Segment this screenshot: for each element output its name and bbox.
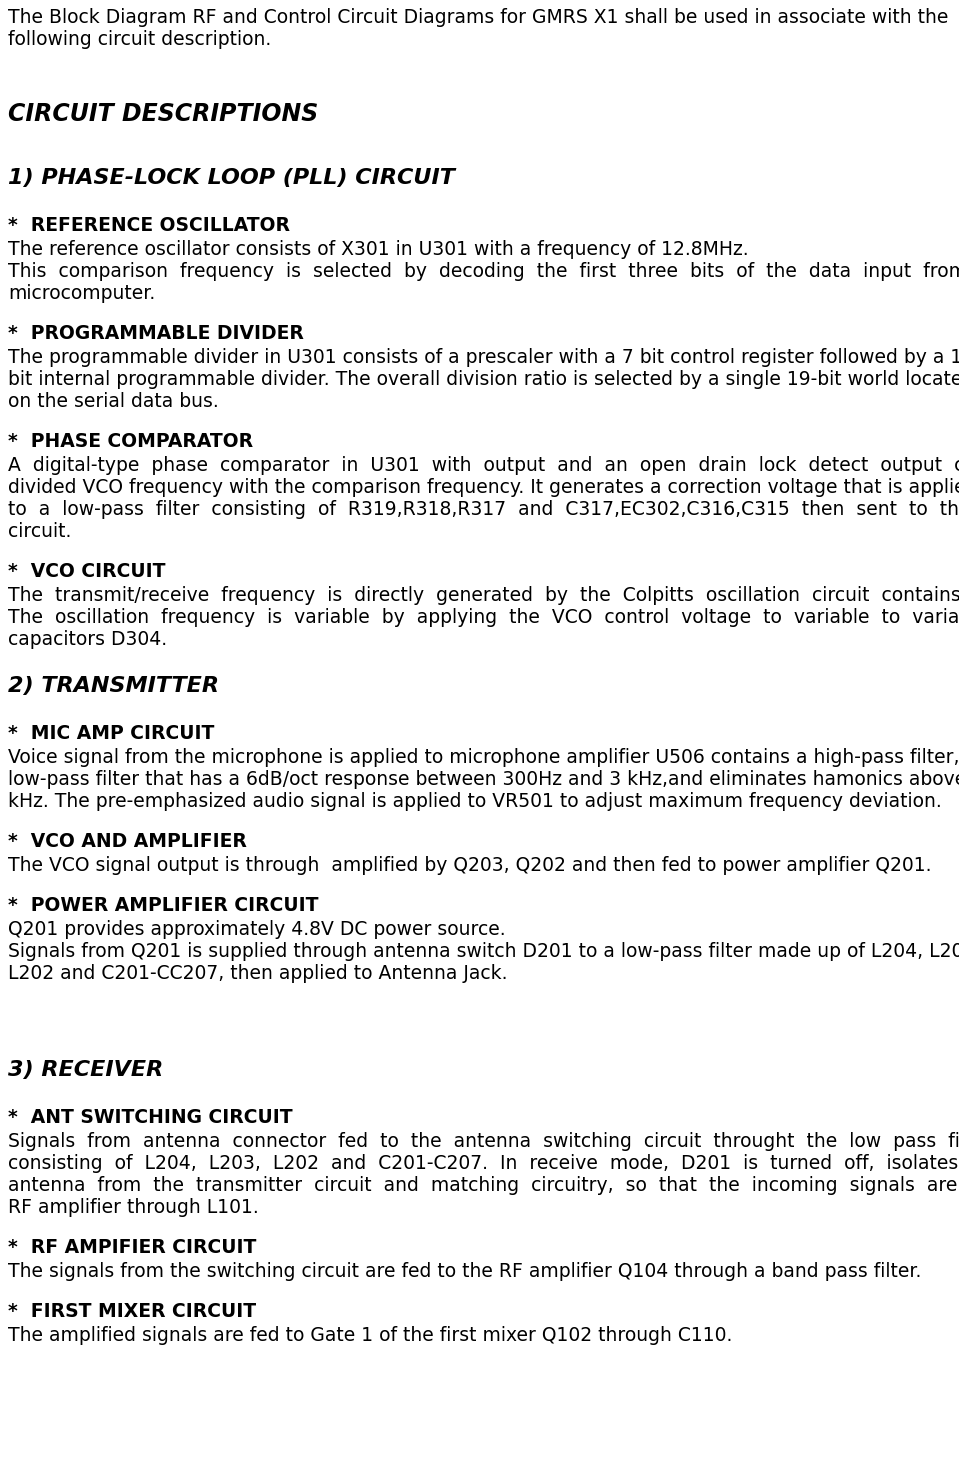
Text: *  PHASE COMPARATOR: * PHASE COMPARATOR [8,432,253,451]
Text: 3) RECEIVER: 3) RECEIVER [8,1060,163,1080]
Text: 2) TRANSMITTER: 2) TRANSMITTER [8,677,219,695]
Text: to  a  low-pass  filter  consisting  of  R319,R318,R317  and  C317,EC302,C316,C3: to a low-pass filter consisting of R319,… [8,500,959,519]
Text: antenna  from  the  transmitter  circuit  and  matching  circuitry,  so  that  t: antenna from the transmitter circuit and… [8,1177,959,1196]
Text: Signals  from  antenna  connector  fed  to  the  antenna  switching  circuit  th: Signals from antenna connector fed to th… [8,1131,959,1150]
Text: microcomputer.: microcomputer. [8,284,155,303]
Text: *  PROGRAMMABLE DIVIDER: * PROGRAMMABLE DIVIDER [8,324,304,343]
Text: *  FIRST MIXER CIRCUIT: * FIRST MIXER CIRCUIT [8,1302,256,1321]
Text: The reference oscillator consists of X301 in U301 with a frequency of 12.8MHz.: The reference oscillator consists of X30… [8,241,749,260]
Text: The signals from the switching circuit are fed to the RF amplifier Q104 through : The signals from the switching circuit a… [8,1263,922,1282]
Text: Q201 provides approximately 4.8V DC power source.: Q201 provides approximately 4.8V DC powe… [8,920,505,939]
Text: L202 and C201-CC207, then applied to Antenna Jack.: L202 and C201-CC207, then applied to Ant… [8,964,507,983]
Text: following circuit description.: following circuit description. [8,31,271,50]
Text: kHz. The pre-emphasized audio signal is applied to VR501 to adjust maximum frequ: kHz. The pre-emphasized audio signal is … [8,792,942,811]
Text: *  VCO CIRCUIT: * VCO CIRCUIT [8,561,166,580]
Text: *  VCO AND AMPLIFIER: * VCO AND AMPLIFIER [8,833,246,851]
Text: circuit.: circuit. [8,522,71,541]
Text: This  comparison  frequency  is  selected  by  decoding  the  first  three  bits: This comparison frequency is selected by… [8,262,959,281]
Text: *  MIC AMP CIRCUIT: * MIC AMP CIRCUIT [8,725,215,744]
Text: *  RF AMPIFIER CIRCUIT: * RF AMPIFIER CIRCUIT [8,1238,256,1257]
Text: A  digital-type  phase  comparator  in  U301  with  output  and  an  open  drain: A digital-type phase comparator in U301 … [8,456,959,475]
Text: The Block Diagram RF and Control Circuit Diagrams for GMRS X1 shall be used in a: The Block Diagram RF and Control Circuit… [8,7,948,28]
Text: *  REFERENCE OSCILLATOR: * REFERENCE OSCILLATOR [8,216,290,235]
Text: *  ANT SWITCHING CIRCUIT: * ANT SWITCHING CIRCUIT [8,1108,292,1127]
Text: 1) PHASE-LOCK LOOP (PLL) CIRCUIT: 1) PHASE-LOCK LOOP (PLL) CIRCUIT [8,168,455,188]
Text: The  transmit/receive  frequency  is  directly  generated  by  the  Colpitts  os: The transmit/receive frequency is direct… [8,586,959,605]
Text: bit internal programmable divider. The overall division ratio is selected by a s: bit internal programmable divider. The o… [8,370,959,389]
Text: Signals from Q201 is supplied through antenna switch D201 to a low-pass filter m: Signals from Q201 is supplied through an… [8,942,959,961]
Text: low-pass filter that has a 6dB/oct response between 300Hz and 3 kHz,and eliminat: low-pass filter that has a 6dB/oct respo… [8,770,959,789]
Text: The amplified signals are fed to Gate 1 of the first mixer Q102 through C110.: The amplified signals are fed to Gate 1 … [8,1325,733,1344]
Text: The programmable divider in U301 consists of a prescaler with a 7 bit control re: The programmable divider in U301 consist… [8,348,959,367]
Text: CIRCUIT DESCRIPTIONS: CIRCUIT DESCRIPTIONS [8,102,318,125]
Text: capacitors D304.: capacitors D304. [8,630,167,649]
Text: The VCO signal output is through  amplified by Q203, Q202 and then fed to power : The VCO signal output is through amplifi… [8,856,931,875]
Text: Voice signal from the microphone is applied to microphone amplifier U506 contain: Voice signal from the microphone is appl… [8,748,959,767]
Text: The  oscillation  frequency  is  variable  by  applying  the  VCO  control  volt: The oscillation frequency is variable by… [8,608,959,627]
Text: *  POWER AMPLIFIER CIRCUIT: * POWER AMPLIFIER CIRCUIT [8,897,318,916]
Text: RF amplifier through L101.: RF amplifier through L101. [8,1198,259,1217]
Text: on the serial data bus.: on the serial data bus. [8,392,219,411]
Text: divided VCO frequency with the comparison frequency. It generates a correction v: divided VCO frequency with the compariso… [8,478,959,497]
Text: consisting  of  L204,  L203,  L202  and  C201-C207.  In  receive  mode,  D201  i: consisting of L204, L203, L202 and C201-… [8,1153,959,1174]
